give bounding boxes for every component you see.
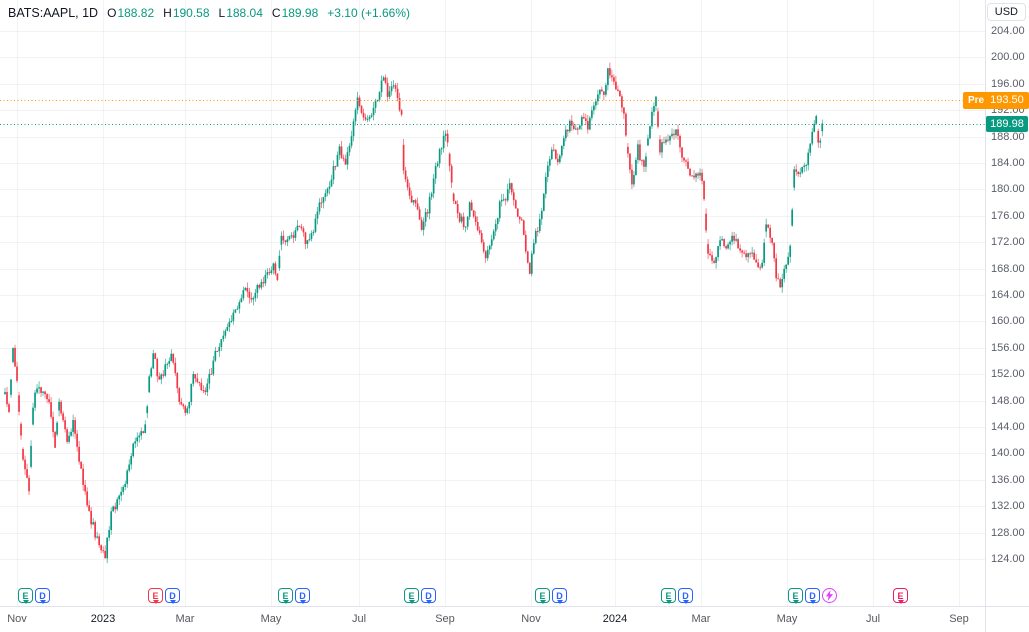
price-tick-label: 124.00 xyxy=(991,553,1025,565)
time-tick-label: 2023 xyxy=(90,613,116,625)
earnings-icon[interactable]: E xyxy=(404,588,419,603)
price-tick-label: 140.00 xyxy=(991,447,1025,460)
time-tick-label: Mar xyxy=(175,613,195,625)
event-marker-group: E xyxy=(893,588,908,603)
price-tick-label: 160.00 xyxy=(991,315,1025,328)
price-tick-label: 156.00 xyxy=(991,341,1025,354)
ohlc-high: H 190.58 xyxy=(163,6,209,20)
earnings-icon[interactable]: E xyxy=(278,588,293,603)
earnings-icon[interactable]: E xyxy=(661,588,676,603)
price-tick-label: 164.00 xyxy=(991,289,1025,301)
price-tick-label: 144.00 xyxy=(991,421,1025,433)
earnings-icon[interactable]: E xyxy=(18,588,33,603)
high-value: 190.58 xyxy=(172,6,210,20)
time-tick-label: Sep xyxy=(435,613,455,625)
low-value: 188.04 xyxy=(226,6,263,20)
lightning-icon[interactable] xyxy=(822,588,837,603)
dividends-icon[interactable]: D xyxy=(678,588,693,603)
dividends-icon[interactable]: D xyxy=(421,588,436,603)
earnings-icon[interactable]: E xyxy=(788,588,803,603)
earnings-icon[interactable]: E xyxy=(535,588,550,603)
dividends-icon[interactable]: D xyxy=(35,588,50,603)
symbol-title[interactable]: BATS:AAPL, 1D xyxy=(8,6,99,20)
close-value: 189.98 xyxy=(281,6,319,20)
price-tick-label: 148.00 xyxy=(991,394,1025,407)
dividends-icon[interactable]: D xyxy=(805,588,820,603)
high-label: H xyxy=(163,6,172,20)
time-tick-label: Mar xyxy=(691,613,711,625)
last-price-label: 189.98 xyxy=(986,115,1028,132)
price-tick-label: 128.00 xyxy=(991,526,1025,539)
premarket-tag: Pre xyxy=(968,94,985,106)
time-tick-label: May xyxy=(260,613,282,625)
price-tick-label: 180.00 xyxy=(991,183,1025,196)
dividends-icon[interactable]: D xyxy=(165,588,180,603)
time-tick-label: May xyxy=(776,613,798,625)
price-tick-label: 168.00 xyxy=(991,262,1025,275)
price-tick-label: 200.00 xyxy=(991,51,1025,64)
price-tick-label: 136.00 xyxy=(991,473,1025,486)
premarket-price-value: 193.50 xyxy=(990,94,1024,107)
premarket-price-label: Pre 193.50 xyxy=(963,91,1029,109)
price-tick-label: 152.00 xyxy=(991,368,1025,381)
dividends-icon[interactable]: D xyxy=(552,588,567,603)
time-tick-label: Jul xyxy=(865,613,881,625)
low-label: L xyxy=(218,6,226,20)
price-tick-label: 176.00 xyxy=(991,209,1025,222)
currency-toggle-button[interactable]: USD xyxy=(986,3,1026,21)
price-tick-label: 184.00 xyxy=(991,157,1025,169)
dividends-icon[interactable]: D xyxy=(295,588,310,603)
price-tick-label: 196.00 xyxy=(991,77,1025,90)
last-price-value: 189.98 xyxy=(990,117,1024,130)
time-tick-label: Nov xyxy=(7,613,27,625)
price-axis[interactable]: 204.00 200.00 196.00 192.00 188.00 184.00 180.… xyxy=(986,0,1029,606)
close-label: C xyxy=(271,6,281,20)
price-tick-label: 204.00 xyxy=(991,25,1025,37)
time-tick-label: Nov xyxy=(521,613,541,625)
price-tick-label: 172.00 xyxy=(991,236,1025,249)
ohlc-open: O 188.82 xyxy=(107,6,154,20)
open-value: 188.82 xyxy=(117,6,155,20)
time-tick-label: Sep xyxy=(949,613,969,625)
earnings-icon[interactable]: E xyxy=(148,588,163,603)
ohlc-low: L 188.04 xyxy=(219,6,263,20)
time-tick-label: Jul xyxy=(351,613,367,625)
change-value: +3.10 (+1.66%) xyxy=(327,6,411,20)
time-axis[interactable]: Nov 2023 Mar May Jul Sep Nov 2024 Mar May Jul Sep xyxy=(0,606,1029,632)
price-tick-label: 188.00 xyxy=(991,130,1025,143)
time-tick-label: 2024 xyxy=(602,613,628,625)
open-label: O xyxy=(107,6,117,20)
price-tick-label: 132.00 xyxy=(991,500,1025,513)
earnings-icon[interactable]: E xyxy=(893,588,908,603)
ohlc-close: C 189.98 xyxy=(272,6,318,20)
